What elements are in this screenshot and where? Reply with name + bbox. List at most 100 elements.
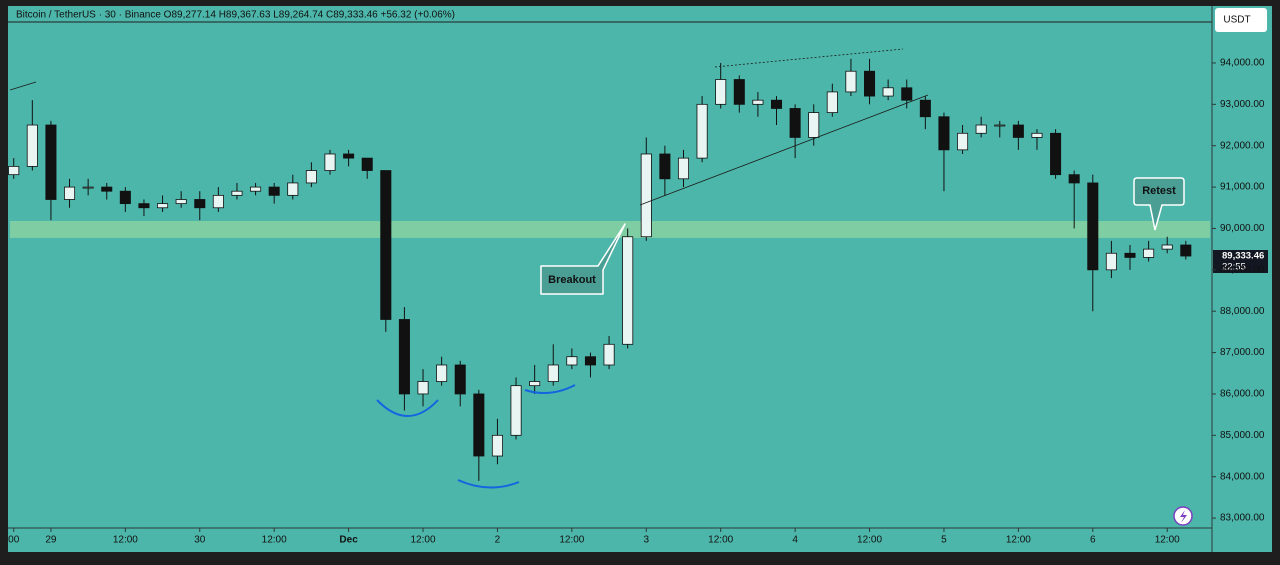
candle-body — [1031, 132, 1043, 138]
candle-body — [398, 319, 410, 395]
y-tick-label: 91,000.00 — [1220, 182, 1265, 193]
candle-body — [938, 116, 950, 151]
candle-body — [8, 165, 20, 176]
candle-body — [491, 434, 503, 457]
candle-body — [26, 124, 38, 167]
candle-body — [789, 108, 801, 138]
x-tick-label: 12:00 — [708, 535, 733, 546]
candle-body — [975, 124, 987, 134]
y-tick-label: 93,000.00 — [1220, 99, 1265, 110]
candle-body — [566, 356, 578, 366]
y-tick-label: 87,000.00 — [1220, 347, 1265, 358]
y-tick-label: 86,000.00 — [1220, 389, 1265, 400]
candle-body — [584, 356, 596, 366]
pattern-arc — [376, 399, 439, 417]
candle-body — [305, 170, 317, 184]
candle-body — [82, 186, 94, 189]
trendline — [639, 94, 929, 206]
candle-body — [733, 79, 745, 105]
x-tick-label: 29 — [45, 535, 57, 546]
x-tick-label: 12:00 — [559, 535, 584, 546]
candle-body — [1087, 182, 1099, 271]
y-tick-label: 85,000.00 — [1220, 430, 1265, 441]
candle-body — [1161, 244, 1173, 250]
y-tick-label: 92,000.00 — [1220, 140, 1265, 151]
candle-body — [231, 190, 243, 196]
candle-body — [380, 170, 392, 320]
x-tick-label: 12:00 — [857, 535, 882, 546]
y-tick-label: 83,000.00 — [1220, 513, 1265, 524]
x-tick-label: 12:00 — [113, 535, 138, 546]
candle-body — [343, 153, 355, 159]
candle-body — [770, 99, 783, 109]
candle-body — [715, 79, 727, 105]
candle-body — [1124, 252, 1136, 258]
pattern-arc — [457, 479, 520, 489]
candle-body — [473, 393, 485, 457]
candle-body — [826, 91, 838, 114]
callout-box — [1133, 177, 1185, 231]
candle-body — [994, 124, 1006, 127]
x-tick-label: 12:00 — [1006, 535, 1031, 546]
callout-text: Retest — [1142, 185, 1176, 197]
candle-body — [361, 157, 373, 171]
candle-body — [510, 385, 522, 436]
candle-body — [640, 153, 652, 238]
x-tick-label: 30 — [194, 535, 206, 546]
x-tick-label: Dec — [339, 535, 358, 546]
countdown-label: 22:55 — [1222, 262, 1246, 273]
x-tick-label: 4 — [792, 535, 798, 546]
trendline — [9, 81, 37, 91]
candle-body — [212, 194, 224, 209]
candle-body — [287, 182, 299, 196]
x-tick-label: 12:00 — [1155, 535, 1180, 546]
candle-body — [1105, 252, 1117, 271]
candle-body — [268, 186, 280, 196]
last-price-label: 89,333.46 — [1222, 251, 1264, 262]
callout-box — [540, 223, 626, 295]
y-tick-label: 88,000.00 — [1220, 306, 1265, 317]
candle-body — [882, 87, 894, 97]
candle-body — [547, 364, 559, 382]
callout-text: Breakout — [548, 274, 596, 286]
candle-body — [659, 153, 671, 180]
x-tick-label: 3 — [643, 535, 649, 546]
x-tick-label: 2 — [495, 535, 501, 546]
x-tick-label: 12:00 — [262, 535, 287, 546]
x-tick-label: 12:00 — [411, 535, 436, 546]
candle-body — [454, 364, 466, 395]
candle-body — [901, 87, 913, 101]
y-tick-label: 90,000.00 — [1220, 223, 1265, 234]
candle-body — [324, 153, 336, 171]
y-tick-label: 84,000.00 — [1220, 471, 1265, 482]
candle-body — [1068, 174, 1080, 184]
candle-body — [1180, 244, 1192, 257]
lightning-icon[interactable] — [1180, 510, 1187, 523]
candle-body — [696, 103, 708, 159]
candle-body — [250, 186, 262, 192]
currency-button[interactable] — [1215, 8, 1267, 32]
candle-body — [119, 190, 131, 205]
candle-body — [752, 99, 764, 105]
candle-body — [677, 157, 690, 180]
candle-body — [957, 132, 969, 151]
candle-body — [529, 381, 541, 387]
last-price-tag — [1213, 250, 1268, 273]
x-tick-label: 6 — [1090, 535, 1096, 546]
candle-body — [194, 199, 206, 209]
candle-body — [622, 236, 634, 345]
trendline — [714, 48, 904, 68]
candle-body — [603, 343, 615, 366]
candle-body — [808, 112, 820, 138]
y-tick-label: 94,000.00 — [1220, 58, 1265, 69]
candle-body — [864, 70, 876, 97]
candle-body — [101, 186, 113, 192]
currency-label[interactable]: USDT — [1223, 15, 1250, 26]
candle-body — [64, 186, 76, 200]
candle-body — [1050, 132, 1062, 176]
chart-background — [8, 6, 1272, 552]
candle-body — [175, 199, 187, 205]
y-tick-label: 89,000.00 — [1220, 264, 1265, 275]
